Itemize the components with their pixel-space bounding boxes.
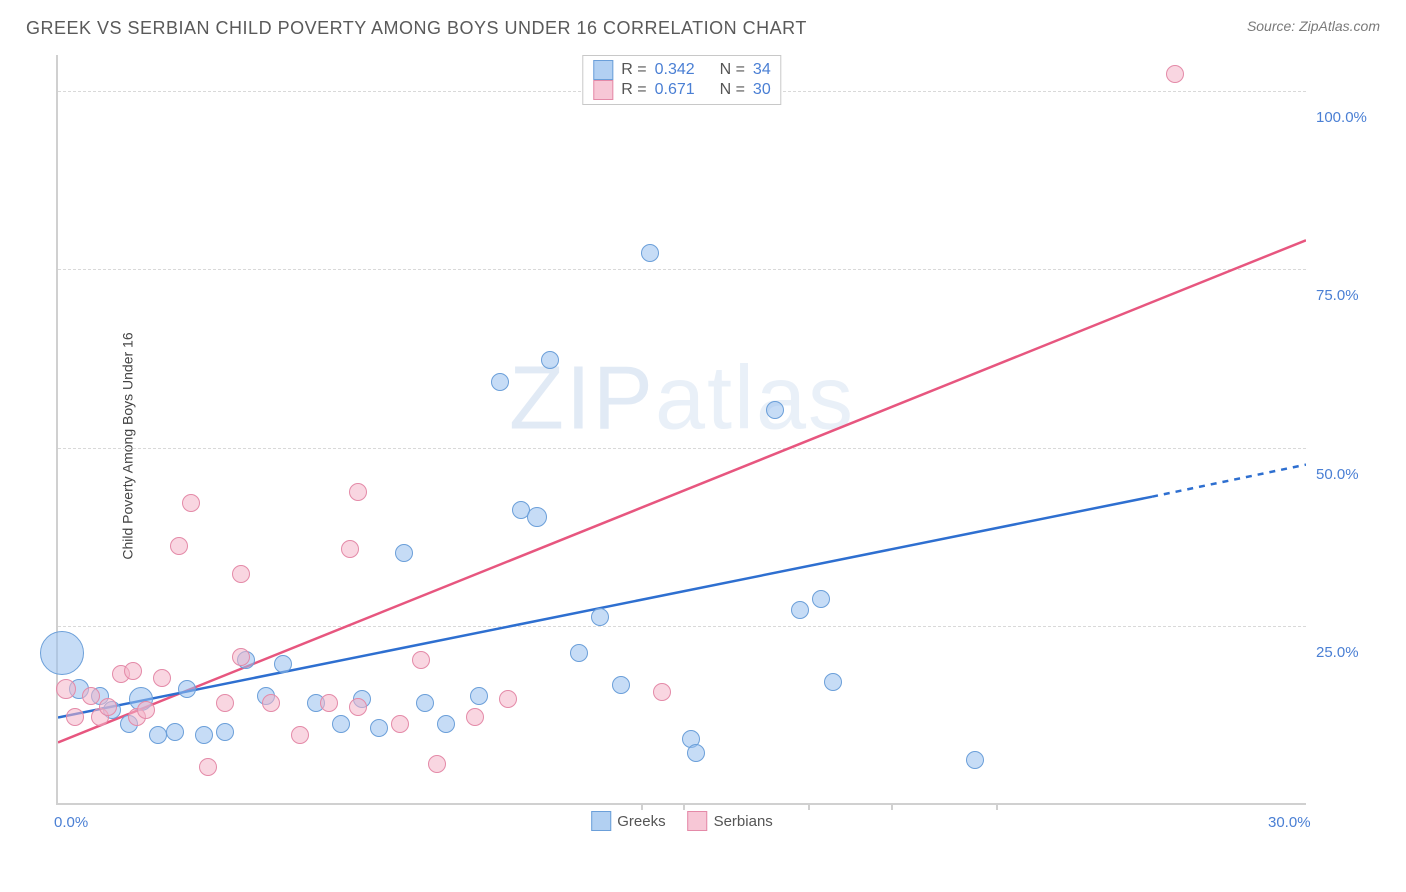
- data-point[interactable]: [232, 648, 250, 666]
- data-point[interactable]: [349, 483, 367, 501]
- data-point[interactable]: [653, 683, 671, 701]
- x-tick-mark: [641, 803, 643, 810]
- correlation-legend: R = 0.342 N = 34 R = 0.671 N = 30: [582, 55, 781, 105]
- legend-stat-row: R = 0.671 N = 30: [593, 80, 770, 100]
- gridline: [58, 269, 1306, 270]
- data-point[interactable]: [391, 715, 409, 733]
- watermark: ZIPatlas: [509, 348, 855, 451]
- data-point[interactable]: [527, 507, 547, 527]
- x-tick-mark: [683, 803, 685, 810]
- data-point[interactable]: [170, 537, 188, 555]
- data-point[interactable]: [824, 673, 842, 691]
- chart-title: GREEK VS SERBIAN CHILD POVERTY AMONG BOY…: [26, 18, 807, 39]
- data-point[interactable]: [541, 351, 559, 369]
- trend-lines: [58, 55, 1306, 803]
- scatter-chart: 25.0%50.0%75.0%100.0% ZIPatlas R = 0.342…: [56, 55, 1306, 805]
- data-point[interactable]: [641, 244, 659, 262]
- data-point[interactable]: [687, 744, 705, 762]
- data-point[interactable]: [182, 494, 200, 512]
- data-point[interactable]: [470, 687, 488, 705]
- data-point[interactable]: [166, 723, 184, 741]
- data-point[interactable]: [137, 701, 155, 719]
- data-point[interactable]: [262, 694, 280, 712]
- gridline: [58, 448, 1306, 449]
- data-point[interactable]: [766, 401, 784, 419]
- chart-header: GREEK VS SERBIAN CHILD POVERTY AMONG BOY…: [0, 0, 1406, 45]
- source-link[interactable]: ZipAtlas.com: [1299, 18, 1380, 34]
- legend-series-item: Serbians: [688, 811, 773, 831]
- data-point[interactable]: [341, 540, 359, 558]
- data-point[interactable]: [40, 631, 84, 675]
- data-point[interactable]: [66, 708, 84, 726]
- x-tick-label: 0.0%: [54, 814, 88, 831]
- legend-swatch: [688, 811, 708, 831]
- data-point[interactable]: [812, 590, 830, 608]
- data-point[interactable]: [199, 758, 217, 776]
- data-point[interactable]: [178, 680, 196, 698]
- data-point[interactable]: [153, 669, 171, 687]
- data-point[interactable]: [370, 719, 388, 737]
- data-point[interactable]: [232, 565, 250, 583]
- data-point[interactable]: [216, 723, 234, 741]
- gridline: [58, 626, 1306, 627]
- x-tick-mark: [808, 803, 810, 810]
- data-point[interactable]: [320, 694, 338, 712]
- legend-swatch: [593, 60, 613, 80]
- data-point[interactable]: [1166, 65, 1184, 83]
- data-point[interactable]: [82, 687, 100, 705]
- data-point[interactable]: [195, 726, 213, 744]
- x-tick-mark: [996, 803, 998, 810]
- y-tick-label: 25.0%: [1316, 644, 1376, 661]
- y-tick-label: 50.0%: [1316, 466, 1376, 483]
- data-point[interactable]: [332, 715, 350, 733]
- data-point[interactable]: [56, 679, 76, 699]
- data-point[interactable]: [216, 694, 234, 712]
- data-point[interactable]: [124, 662, 142, 680]
- data-point[interactable]: [349, 698, 367, 716]
- data-point[interactable]: [791, 601, 809, 619]
- data-point[interactable]: [591, 608, 609, 626]
- legend-swatch: [591, 811, 611, 831]
- data-point[interactable]: [466, 708, 484, 726]
- legend-swatch: [593, 80, 613, 100]
- data-point[interactable]: [412, 651, 430, 669]
- source-attribution: Source: ZipAtlas.com: [1247, 18, 1380, 34]
- series-legend: Greeks Serbians: [591, 811, 773, 831]
- data-point[interactable]: [499, 690, 517, 708]
- data-point[interactable]: [395, 544, 413, 562]
- data-point[interactable]: [149, 726, 167, 744]
- data-point[interactable]: [291, 726, 309, 744]
- data-point[interactable]: [966, 751, 984, 769]
- legend-stat-row: R = 0.342 N = 34: [593, 60, 770, 80]
- data-point[interactable]: [99, 698, 117, 716]
- x-tick-mark: [891, 803, 893, 810]
- data-point[interactable]: [437, 715, 455, 733]
- y-tick-label: 75.0%: [1316, 287, 1376, 304]
- data-point[interactable]: [570, 644, 588, 662]
- data-point[interactable]: [416, 694, 434, 712]
- data-point[interactable]: [274, 655, 292, 673]
- x-tick-label: 30.0%: [1268, 814, 1311, 831]
- legend-series-item: Greeks: [591, 811, 665, 831]
- data-point[interactable]: [612, 676, 630, 694]
- y-tick-label: 100.0%: [1316, 109, 1376, 126]
- data-point[interactable]: [491, 373, 509, 391]
- data-point[interactable]: [428, 755, 446, 773]
